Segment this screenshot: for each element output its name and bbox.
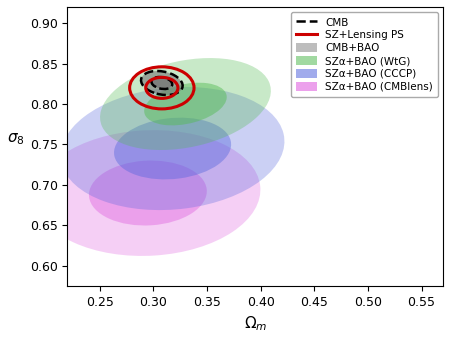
Ellipse shape	[144, 83, 227, 125]
Y-axis label: $\sigma_8$: $\sigma_8$	[7, 131, 25, 147]
Ellipse shape	[152, 77, 172, 89]
Ellipse shape	[36, 130, 261, 256]
Ellipse shape	[61, 87, 284, 210]
Ellipse shape	[141, 71, 183, 95]
Ellipse shape	[114, 118, 231, 180]
Ellipse shape	[100, 58, 271, 150]
Ellipse shape	[89, 160, 207, 225]
Legend: CMB, SZ+Lensing PS, CMB+BAO, SZα+BAO (WtG), SZα+BAO (CCCP), SZα+BAO (CMBlens): CMB, SZ+Lensing PS, CMB+BAO, SZα+BAO (Wt…	[291, 12, 438, 97]
X-axis label: $\Omega_m$: $\Omega_m$	[243, 314, 267, 333]
